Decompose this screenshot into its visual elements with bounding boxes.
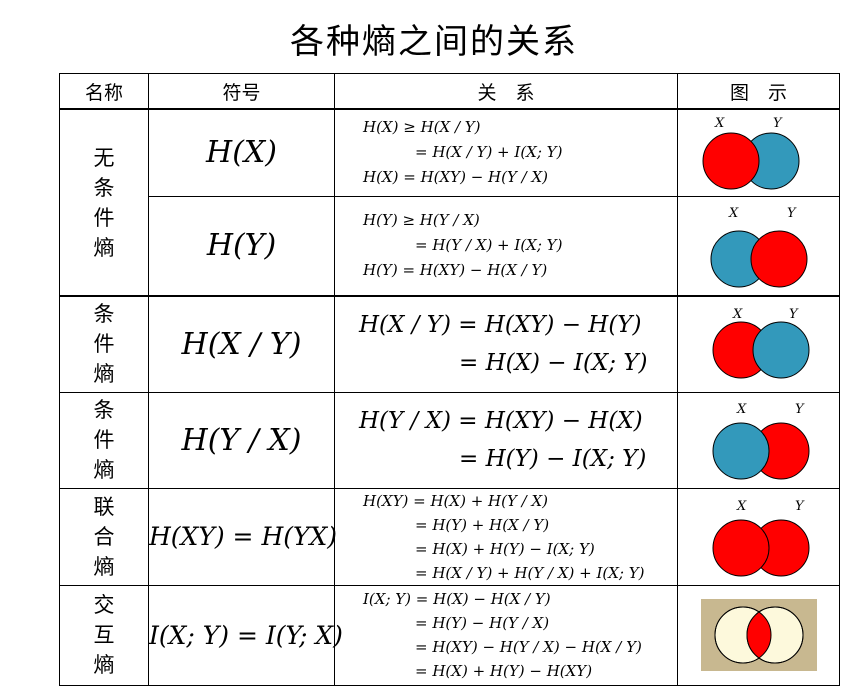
venn-diagram-mutual-info (700, 599, 817, 671)
table-row: 交互熵 I(X; Y) = I(Y; X) I(X; Y) = H(X) − H… (59, 584, 840, 686)
header-name: 名称 (59, 73, 149, 110)
group-name-joint: 联合熵 (93, 494, 115, 579)
relation-cell: H(Y / X) = H(XY) − H(X) = H(Y) − I(X; Y) (334, 391, 678, 489)
relation-cell: H(XY) = H(X) + H(Y / X) = H(Y) + H(X / Y… (334, 487, 678, 586)
venn-diagram-hx-given-y: X Y (712, 307, 809, 379)
symbol-cell: I(X; Y) = I(Y; X) (148, 584, 343, 686)
venn-label-y: Y (795, 402, 805, 417)
venn-diagram-hxy: X Y (712, 499, 809, 576)
venn-diagram-hx: X Y (702, 116, 799, 190)
table-row: 联合熵 H(XY) = H(YX) H(XY) = H(X) + H(Y / X… (59, 487, 840, 586)
header-row: 名称 符号 关 系 图 示 (59, 73, 840, 110)
header-symbol: 符号 (148, 73, 335, 110)
relation-cell: I(X; Y) = H(X) − H(X / Y) = H(Y) − H(Y /… (334, 584, 678, 686)
venn-diagram-hy-given-x: X Y (712, 402, 809, 480)
relation-cell: H(X) ≥ H(X / Y) = H(X / Y) + I(X; Y) H(X… (334, 108, 678, 197)
venn-label-y: Y (795, 499, 805, 514)
group-name-conditional: 条件熵 (93, 398, 115, 482)
venn-label-x: X (714, 116, 725, 131)
symbol-cell: H(XY) = H(YX) (148, 487, 337, 586)
header-figure: 图 示 (677, 73, 840, 110)
table-row: 条件熵 H(Y / X) H(Y / X) = H(XY) − H(X) = H… (59, 391, 840, 489)
table-row: 条件熵 H(X / Y) H(X / Y) = H(XY) − H(Y) = H… (59, 295, 840, 393)
venn-label-x: X (732, 307, 743, 322)
venn-diagram-hy: X Y (710, 206, 807, 288)
venn-label-y: Y (773, 116, 783, 131)
entropy-table: 名称 符号 关 系 图 示 无条件熵 H(X) H(X) ≥ H(X / Y) … (59, 73, 840, 686)
symbol-cell: H(Y / X) (148, 391, 335, 489)
venn-label-y: Y (789, 307, 799, 322)
venn-label-x: X (736, 499, 747, 514)
header-relation: 关 系 (334, 73, 678, 110)
venn-label-y: Y (787, 206, 797, 221)
relation-cell: H(Y) ≥ H(Y / X) = H(Y / X) + I(X; Y) H(Y… (334, 195, 678, 297)
group-name-mutual: 交互熵 (93, 593, 115, 677)
table-row: 无条件熵 H(X) H(X) ≥ H(X / Y) = H(X / Y) + I… (59, 108, 840, 297)
symbol-cell: H(X) (148, 108, 335, 197)
symbol-cell: H(X / Y) (148, 295, 335, 393)
symbol-cell: H(Y) (148, 195, 335, 297)
group-name-conditional: 条件熵 (93, 302, 115, 387)
table-row: H(Y) H(Y) ≥ H(Y / X) = H(Y / X) + I(X; Y… (60, 195, 840, 297)
page-title: 各种熵之间的关系 (290, 22, 578, 62)
venn-label-x: X (728, 206, 739, 221)
relation-cell: H(X / Y) = H(XY) − H(Y) = H(X) − I(X; Y) (334, 295, 678, 393)
venn-label-x: X (736, 402, 747, 417)
group-name-unconditional: 无条件熵 (93, 145, 115, 260)
